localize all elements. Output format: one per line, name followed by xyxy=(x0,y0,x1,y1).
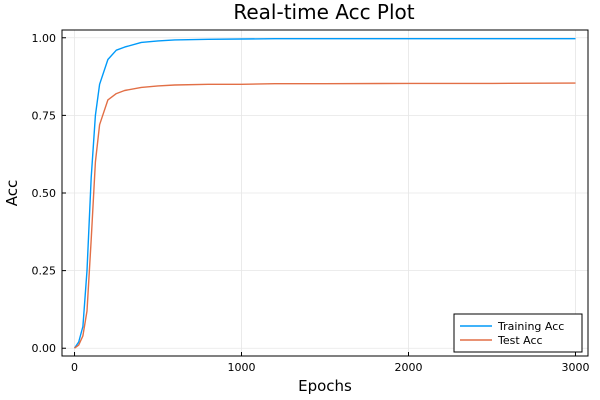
series-line-training-acc xyxy=(73,38,576,349)
grid-lines xyxy=(62,30,588,356)
legend: Training Acc Test Acc xyxy=(453,313,583,353)
legend-label-training-acc: Training Acc xyxy=(497,320,564,333)
y-axis-ticks: 0.00 0.25 0.50 0.75 1.00 xyxy=(32,32,66,355)
series-layer xyxy=(73,38,576,349)
x-axis-label: Epochs xyxy=(298,377,352,395)
chart-title: Real-time Acc Plot xyxy=(233,0,414,24)
legend-box xyxy=(453,313,583,353)
x-tick-label: 3000 xyxy=(561,361,589,374)
y-tick-label: 0.25 xyxy=(32,265,57,278)
x-tick-label: 0 xyxy=(71,361,78,374)
series-line-test-acc xyxy=(74,82,576,349)
x-tick-label: 1000 xyxy=(228,361,256,374)
y-tick-label: 0.75 xyxy=(32,109,57,122)
y-tick-label: 1.00 xyxy=(32,32,57,45)
x-axis-ticks: 0 1000 2000 3000 xyxy=(71,352,589,374)
x-tick-label: 2000 xyxy=(394,361,422,374)
legend-label-test-acc: Test Acc xyxy=(497,334,543,347)
y-tick-label: 0.00 xyxy=(32,342,57,355)
y-axis-label: Acc xyxy=(3,180,21,207)
y-tick-label: 0.50 xyxy=(32,187,57,200)
